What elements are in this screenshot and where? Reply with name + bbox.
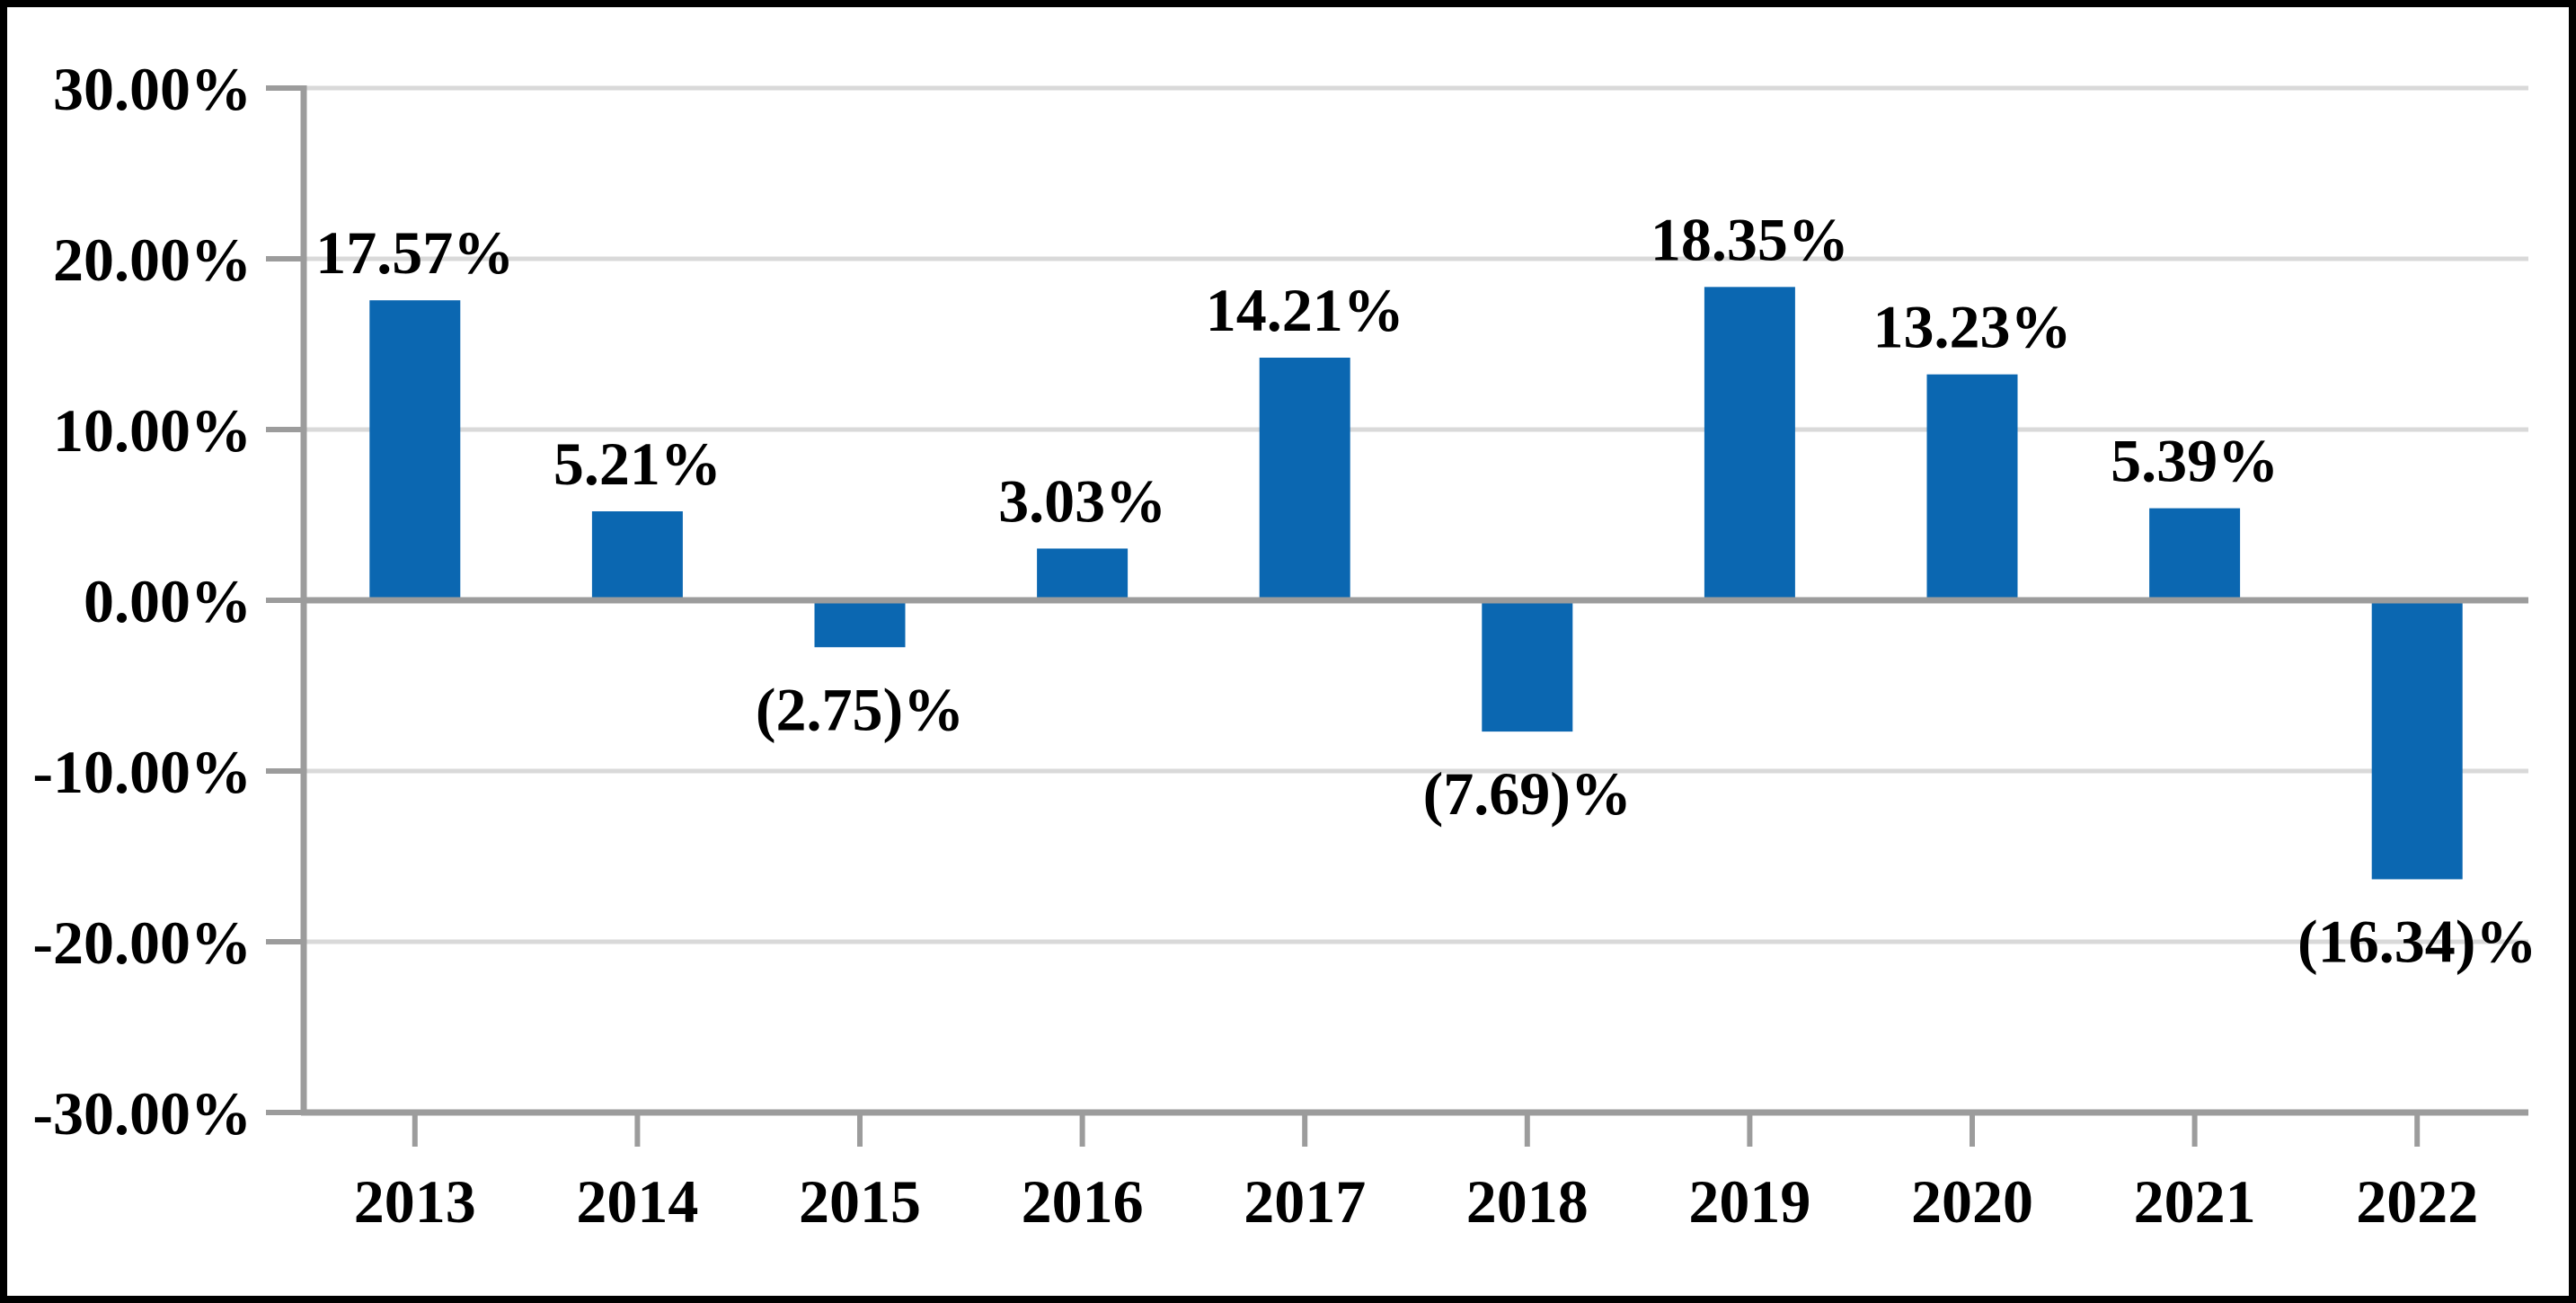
y-axis-label: 0.00% <box>84 567 252 635</box>
x-axis-label: 2021 <box>2134 1167 2256 1236</box>
y-axis-label: 30.00% <box>53 55 252 123</box>
x-axis-label: 2019 <box>1688 1167 1810 1236</box>
x-axis-label: 2017 <box>1244 1167 1366 1236</box>
data-label: 17.57% <box>315 218 514 287</box>
data-label: (2.75)% <box>756 675 964 743</box>
data-label: 5.21% <box>553 430 721 498</box>
bar-2020 <box>1926 374 2018 600</box>
y-axis-label: -20.00% <box>32 909 252 977</box>
y-axis-label: -10.00% <box>32 738 252 806</box>
bar-2021 <box>2149 508 2241 600</box>
y-axis-label: -30.00% <box>32 1079 252 1148</box>
x-axis-label: 2014 <box>576 1167 698 1236</box>
bar-2018 <box>1482 600 1573 732</box>
bar-2019 <box>1704 287 1795 600</box>
data-label: (7.69)% <box>1423 759 1632 828</box>
x-axis-label: 2022 <box>2356 1167 2478 1236</box>
y-axis-label: 20.00% <box>53 226 252 294</box>
data-label: (16.34)% <box>2297 907 2536 975</box>
bar-2017 <box>1259 358 1350 600</box>
data-label: 13.23% <box>1873 293 2072 361</box>
x-axis-label: 2013 <box>354 1167 476 1236</box>
bar-2022 <box>2371 600 2463 880</box>
data-label: 5.39% <box>2111 427 2279 495</box>
data-label: 14.21% <box>1206 276 1404 344</box>
bar-2014 <box>591 511 683 600</box>
x-axis-label: 2015 <box>799 1167 921 1236</box>
bar-2016 <box>1037 548 1129 600</box>
x-axis-label: 2016 <box>1022 1167 1144 1236</box>
bar-2013 <box>369 300 461 600</box>
data-label: 18.35% <box>1651 205 1849 273</box>
bar-2015 <box>814 600 906 648</box>
x-axis-label: 2018 <box>1466 1167 1589 1236</box>
x-axis-label: 2020 <box>1911 1167 2033 1236</box>
data-label: 3.03% <box>998 466 1166 535</box>
y-axis-label: 10.00% <box>53 396 252 465</box>
